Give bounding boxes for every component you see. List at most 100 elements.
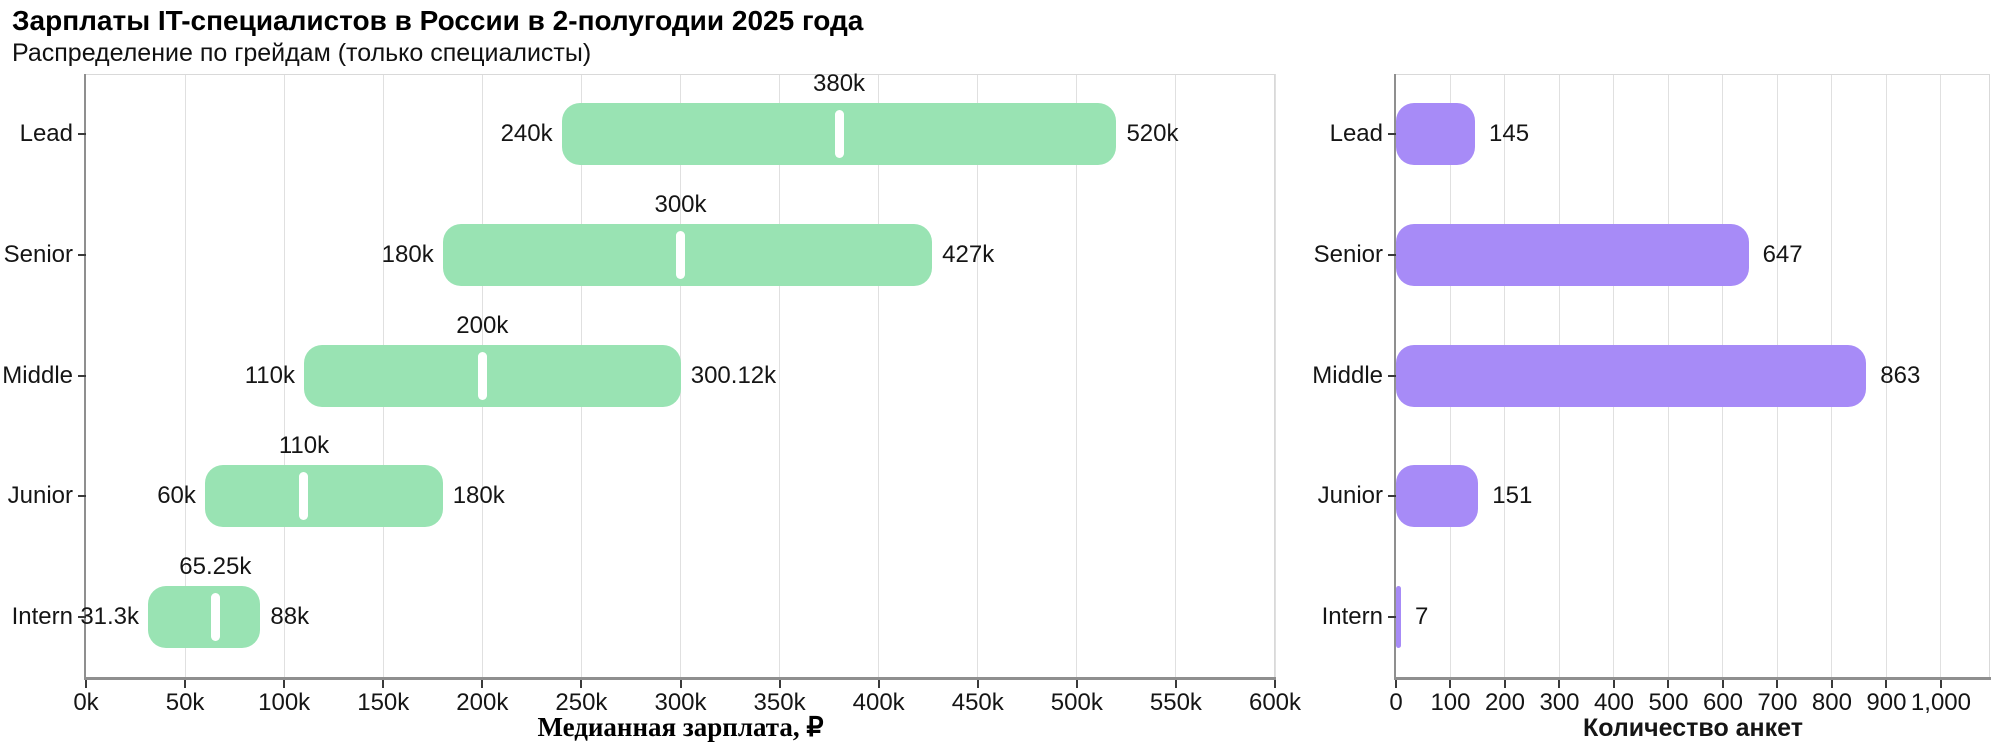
plot-right-border [1274, 74, 1275, 677]
max-value-label: 427k [942, 240, 995, 268]
median-marker-senior [676, 230, 685, 279]
max-value-label: 300.12k [690, 361, 777, 389]
x-tick-label: 600 [1702, 689, 1743, 716]
y-category-label-lead: Lead [1329, 120, 1383, 148]
x-tick [1830, 680, 1833, 688]
x-tick-label: 100 [1430, 689, 1471, 716]
x-tick-label: 300k [654, 689, 707, 716]
y-tick [78, 133, 86, 136]
min-value-label: 31.3k [80, 602, 140, 630]
x-tick [1939, 680, 1942, 688]
y-category-label-intern: Intern [11, 602, 73, 630]
median-value-label: 65.25k [179, 552, 252, 580]
median-marker-junior [299, 472, 309, 521]
x-tick [1776, 680, 1779, 688]
x-tick [778, 680, 781, 688]
x-tick-label: 400 [1593, 689, 1634, 716]
x-tick-label: 50k [165, 689, 205, 716]
x-tick-label: 450k [951, 689, 1004, 716]
gridline [1940, 74, 1942, 677]
x-tick [85, 680, 87, 688]
gridline [1885, 74, 1887, 677]
y-axis-line [84, 74, 86, 680]
min-value-label: 240k [500, 120, 553, 148]
gridline [184, 74, 186, 677]
min-value-label: 110k [244, 361, 295, 389]
x-tick-label: 150k [357, 689, 410, 716]
x-tick-label: 400k [852, 689, 905, 716]
median-marker-intern [210, 592, 220, 641]
count-value-label: 647 [1762, 240, 1803, 268]
y-tick [1388, 253, 1396, 256]
x-tick [1449, 680, 1452, 688]
plot-top-border [1396, 74, 1990, 75]
y-category-label-middle: Middle [1312, 361, 1383, 389]
x-tick-label: 700 [1757, 689, 1798, 716]
x-tick [1274, 680, 1276, 688]
y-category-label-senior: Senior [1313, 240, 1383, 268]
gridline [1175, 74, 1177, 677]
salary-axis-title: Медианная зарплата, ₽ [537, 712, 824, 742]
y-tick [78, 253, 86, 256]
gridline [283, 74, 285, 677]
x-tick-label: 300 [1539, 689, 1580, 716]
count-axis-title: Количество анкет [1583, 714, 1803, 742]
figure-subtitle: Распределение по грейдам (только специал… [12, 39, 592, 67]
salary-range-bar-junior [204, 465, 443, 528]
y-tick [1388, 615, 1396, 618]
median-value-label: 110k [278, 432, 330, 460]
x-tick [184, 680, 187, 688]
y-tick [1388, 495, 1396, 498]
x-tick [481, 680, 484, 688]
y-tick [78, 495, 86, 498]
gridline [779, 74, 781, 677]
x-tick [1667, 680, 1670, 688]
figure-title: Зарплаты IT-специалистов в России в 2-по… [12, 5, 864, 36]
x-tick [1558, 680, 1561, 688]
x-tick-label: 800 [1811, 689, 1852, 716]
x-axis-line [84, 677, 1276, 680]
y-tick [78, 374, 86, 377]
gridline [878, 74, 880, 677]
x-tick-label: 200k [456, 689, 509, 716]
x-tick [1503, 680, 1506, 688]
x-tick-label: 0k [73, 689, 99, 716]
count-value-label: 151 [1492, 482, 1533, 510]
min-value-label: 60k [157, 482, 196, 510]
x-tick [580, 680, 583, 688]
x-tick [1721, 680, 1724, 688]
count-bar-middle [1396, 344, 1867, 407]
x-tick [1075, 680, 1078, 688]
salary-range-chart: 0k 50k 100k 150k 200k 250k 300k 350k 400k 450k 500… [2, 72, 1301, 715]
x-tick [283, 680, 286, 688]
min-value-label: 180k [381, 240, 434, 268]
x-tick-label: 500 [1648, 689, 1689, 716]
count-value-label: 7 [1415, 602, 1429, 630]
salary-range-bar-senior [442, 223, 933, 286]
x-tick [1174, 680, 1177, 688]
x-tick-label: 250k [555, 689, 608, 716]
x-tick-label: 550k [1149, 689, 1202, 716]
x-tick-label: 0 [1389, 689, 1403, 716]
max-value-label: 520k [1126, 120, 1179, 148]
plot-top-border [86, 74, 1275, 75]
x-tick-label: 350k [753, 689, 806, 716]
y-category-label-senior: Senior [3, 240, 73, 268]
gridline [1076, 74, 1078, 677]
x-tick [976, 680, 979, 688]
y-category-label-middle: Middle [2, 361, 73, 389]
count-bar-lead [1396, 103, 1476, 166]
median-value-label: 300k [654, 190, 707, 218]
median-marker-lead [834, 110, 844, 159]
gridline [977, 74, 979, 677]
x-tick [382, 680, 385, 688]
x-tick-label: 100k [258, 689, 311, 716]
x-tick-label: 500k [1050, 689, 1103, 716]
salary-range-bar-middle [303, 344, 681, 407]
y-category-label-junior: Junior [7, 482, 73, 510]
y-tick [78, 615, 86, 618]
x-tick-label: 600k [1248, 689, 1302, 716]
x-tick-label: 200 [1484, 689, 1526, 716]
x-tick [1395, 680, 1397, 688]
